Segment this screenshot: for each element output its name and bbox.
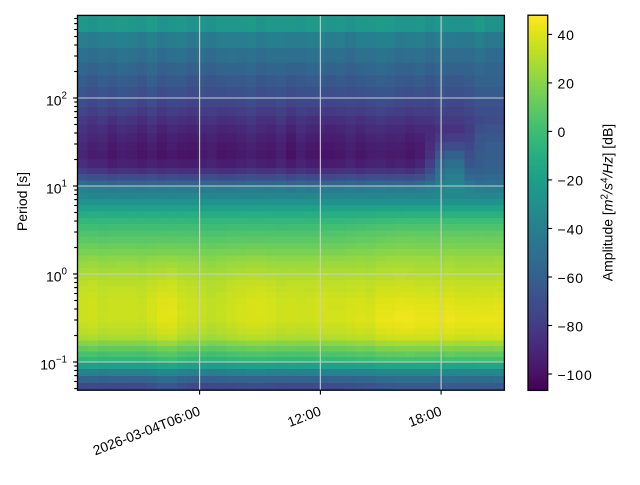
svg-text:−60: −60 [558,270,584,286]
svg-text:Period [s]: Period [s] [14,172,30,231]
svg-text:−80: −80 [558,318,584,334]
svg-text:Amplitude [m2/s4/Hz] [dB]: Amplitude [m2/s4/Hz] [dB] [600,124,616,281]
svg-text:0: 0 [558,124,567,140]
svg-text:−40: −40 [558,221,584,237]
svg-text:−100: −100 [558,367,593,383]
svg-text:40: 40 [558,27,575,43]
svg-text:−20: −20 [558,173,584,189]
svg-text:20: 20 [558,76,575,92]
